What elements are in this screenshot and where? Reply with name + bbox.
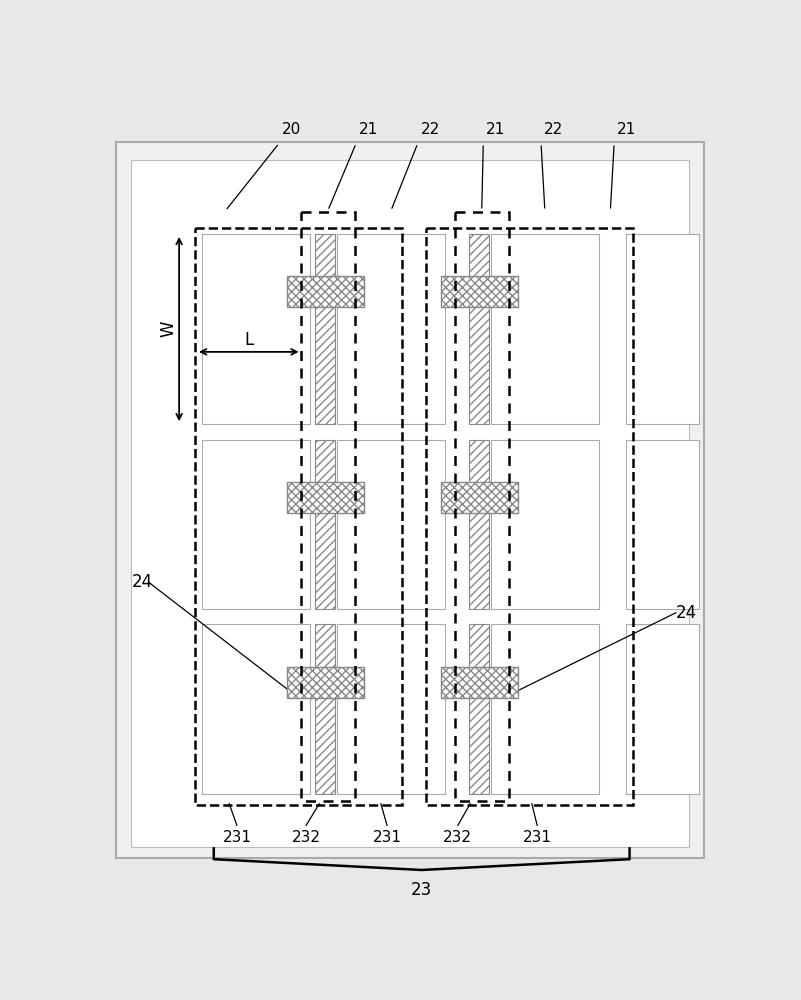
Bar	[287, 482, 364, 513]
Bar	[491, 234, 599, 424]
Bar	[131, 160, 689, 847]
Text: 24: 24	[131, 573, 152, 591]
Bar	[287, 667, 364, 698]
Bar	[469, 440, 489, 609]
Text: 21: 21	[486, 122, 505, 137]
Text: 231: 231	[372, 830, 401, 845]
Bar	[626, 440, 699, 609]
Bar	[287, 667, 364, 698]
Bar	[626, 624, 699, 794]
Bar	[425, 228, 634, 805]
Bar	[337, 440, 445, 609]
Bar	[469, 234, 489, 424]
Text: 21: 21	[360, 122, 379, 137]
Bar	[287, 276, 364, 307]
Text: 24: 24	[676, 604, 697, 622]
Text: 20: 20	[282, 122, 301, 137]
Bar	[287, 276, 364, 307]
Text: 22: 22	[421, 122, 441, 137]
Bar	[441, 667, 518, 698]
Text: W: W	[159, 321, 177, 337]
Text: 231: 231	[223, 830, 252, 845]
Text: 232: 232	[444, 830, 473, 845]
Bar	[469, 624, 489, 794]
Bar	[195, 228, 402, 805]
Bar	[491, 440, 599, 609]
Text: 23: 23	[411, 881, 433, 899]
Text: 21: 21	[618, 122, 637, 137]
Bar	[316, 440, 336, 609]
Bar	[455, 212, 509, 801]
Bar	[316, 624, 336, 794]
Bar	[316, 234, 336, 424]
Bar	[626, 234, 699, 424]
Bar	[337, 624, 445, 794]
Bar	[469, 234, 489, 424]
Bar	[287, 482, 364, 513]
Text: 22: 22	[544, 122, 563, 137]
Bar	[202, 624, 310, 794]
Bar	[441, 667, 518, 698]
Bar	[441, 482, 518, 513]
Bar	[316, 624, 336, 794]
Bar	[316, 440, 336, 609]
Bar	[469, 624, 489, 794]
Bar	[301, 212, 355, 801]
Bar	[469, 440, 489, 609]
Text: L: L	[244, 331, 253, 349]
Bar	[316, 234, 336, 424]
Bar	[441, 482, 518, 513]
Text: 232: 232	[292, 830, 320, 845]
Bar	[441, 276, 518, 307]
Bar	[202, 440, 310, 609]
Bar	[202, 234, 310, 424]
Bar	[491, 624, 599, 794]
Text: 231: 231	[523, 830, 552, 845]
Bar	[441, 276, 518, 307]
Bar	[337, 234, 445, 424]
